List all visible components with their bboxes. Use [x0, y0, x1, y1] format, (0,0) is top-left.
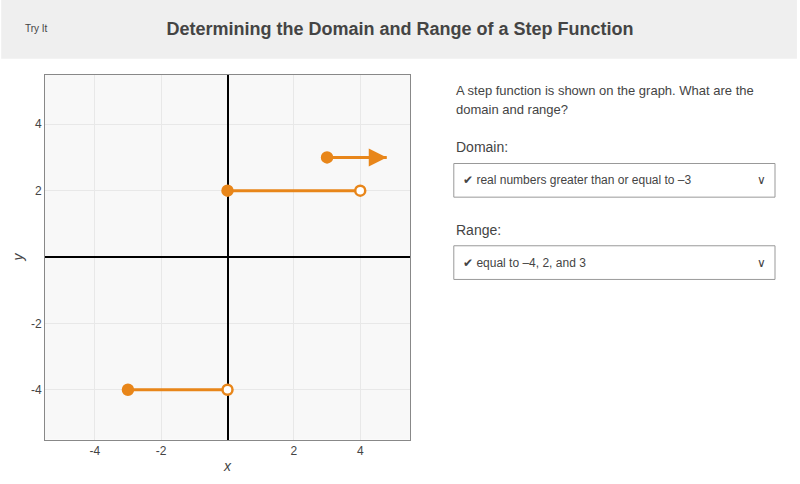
svg-text:2: 2 — [35, 184, 42, 198]
svg-text:2: 2 — [291, 444, 298, 458]
svg-text:4: 4 — [35, 117, 42, 131]
svg-text:4: 4 — [357, 444, 364, 458]
svg-text:y: y — [10, 253, 26, 262]
svg-text:Determining the Domain and Ran: Determining the Domain and Range of a St… — [166, 19, 633, 39]
svg-text:∨: ∨ — [757, 256, 766, 270]
svg-text:-4: -4 — [31, 383, 42, 397]
svg-text:-2: -2 — [31, 317, 42, 331]
svg-text:-4: -4 — [89, 444, 100, 458]
svg-text:∨: ∨ — [757, 173, 766, 187]
svg-text:Try It: Try It — [25, 23, 48, 34]
svg-text:✔ equal to –4, 2, and 3: ✔ equal to –4, 2, and 3 — [463, 256, 586, 270]
svg-text:x: x — [223, 458, 232, 474]
svg-text:A step function is shown on th: A step function is shown on the graph. W… — [456, 83, 754, 98]
svg-text:Range:: Range: — [456, 222, 501, 238]
svg-text:-2: -2 — [156, 444, 167, 458]
svg-text:Domain:: Domain: — [456, 139, 508, 155]
svg-text:domain and range?: domain and range? — [456, 102, 568, 117]
svg-text:✔ real numbers greater than or: ✔ real numbers greater than or equal to … — [463, 173, 692, 187]
